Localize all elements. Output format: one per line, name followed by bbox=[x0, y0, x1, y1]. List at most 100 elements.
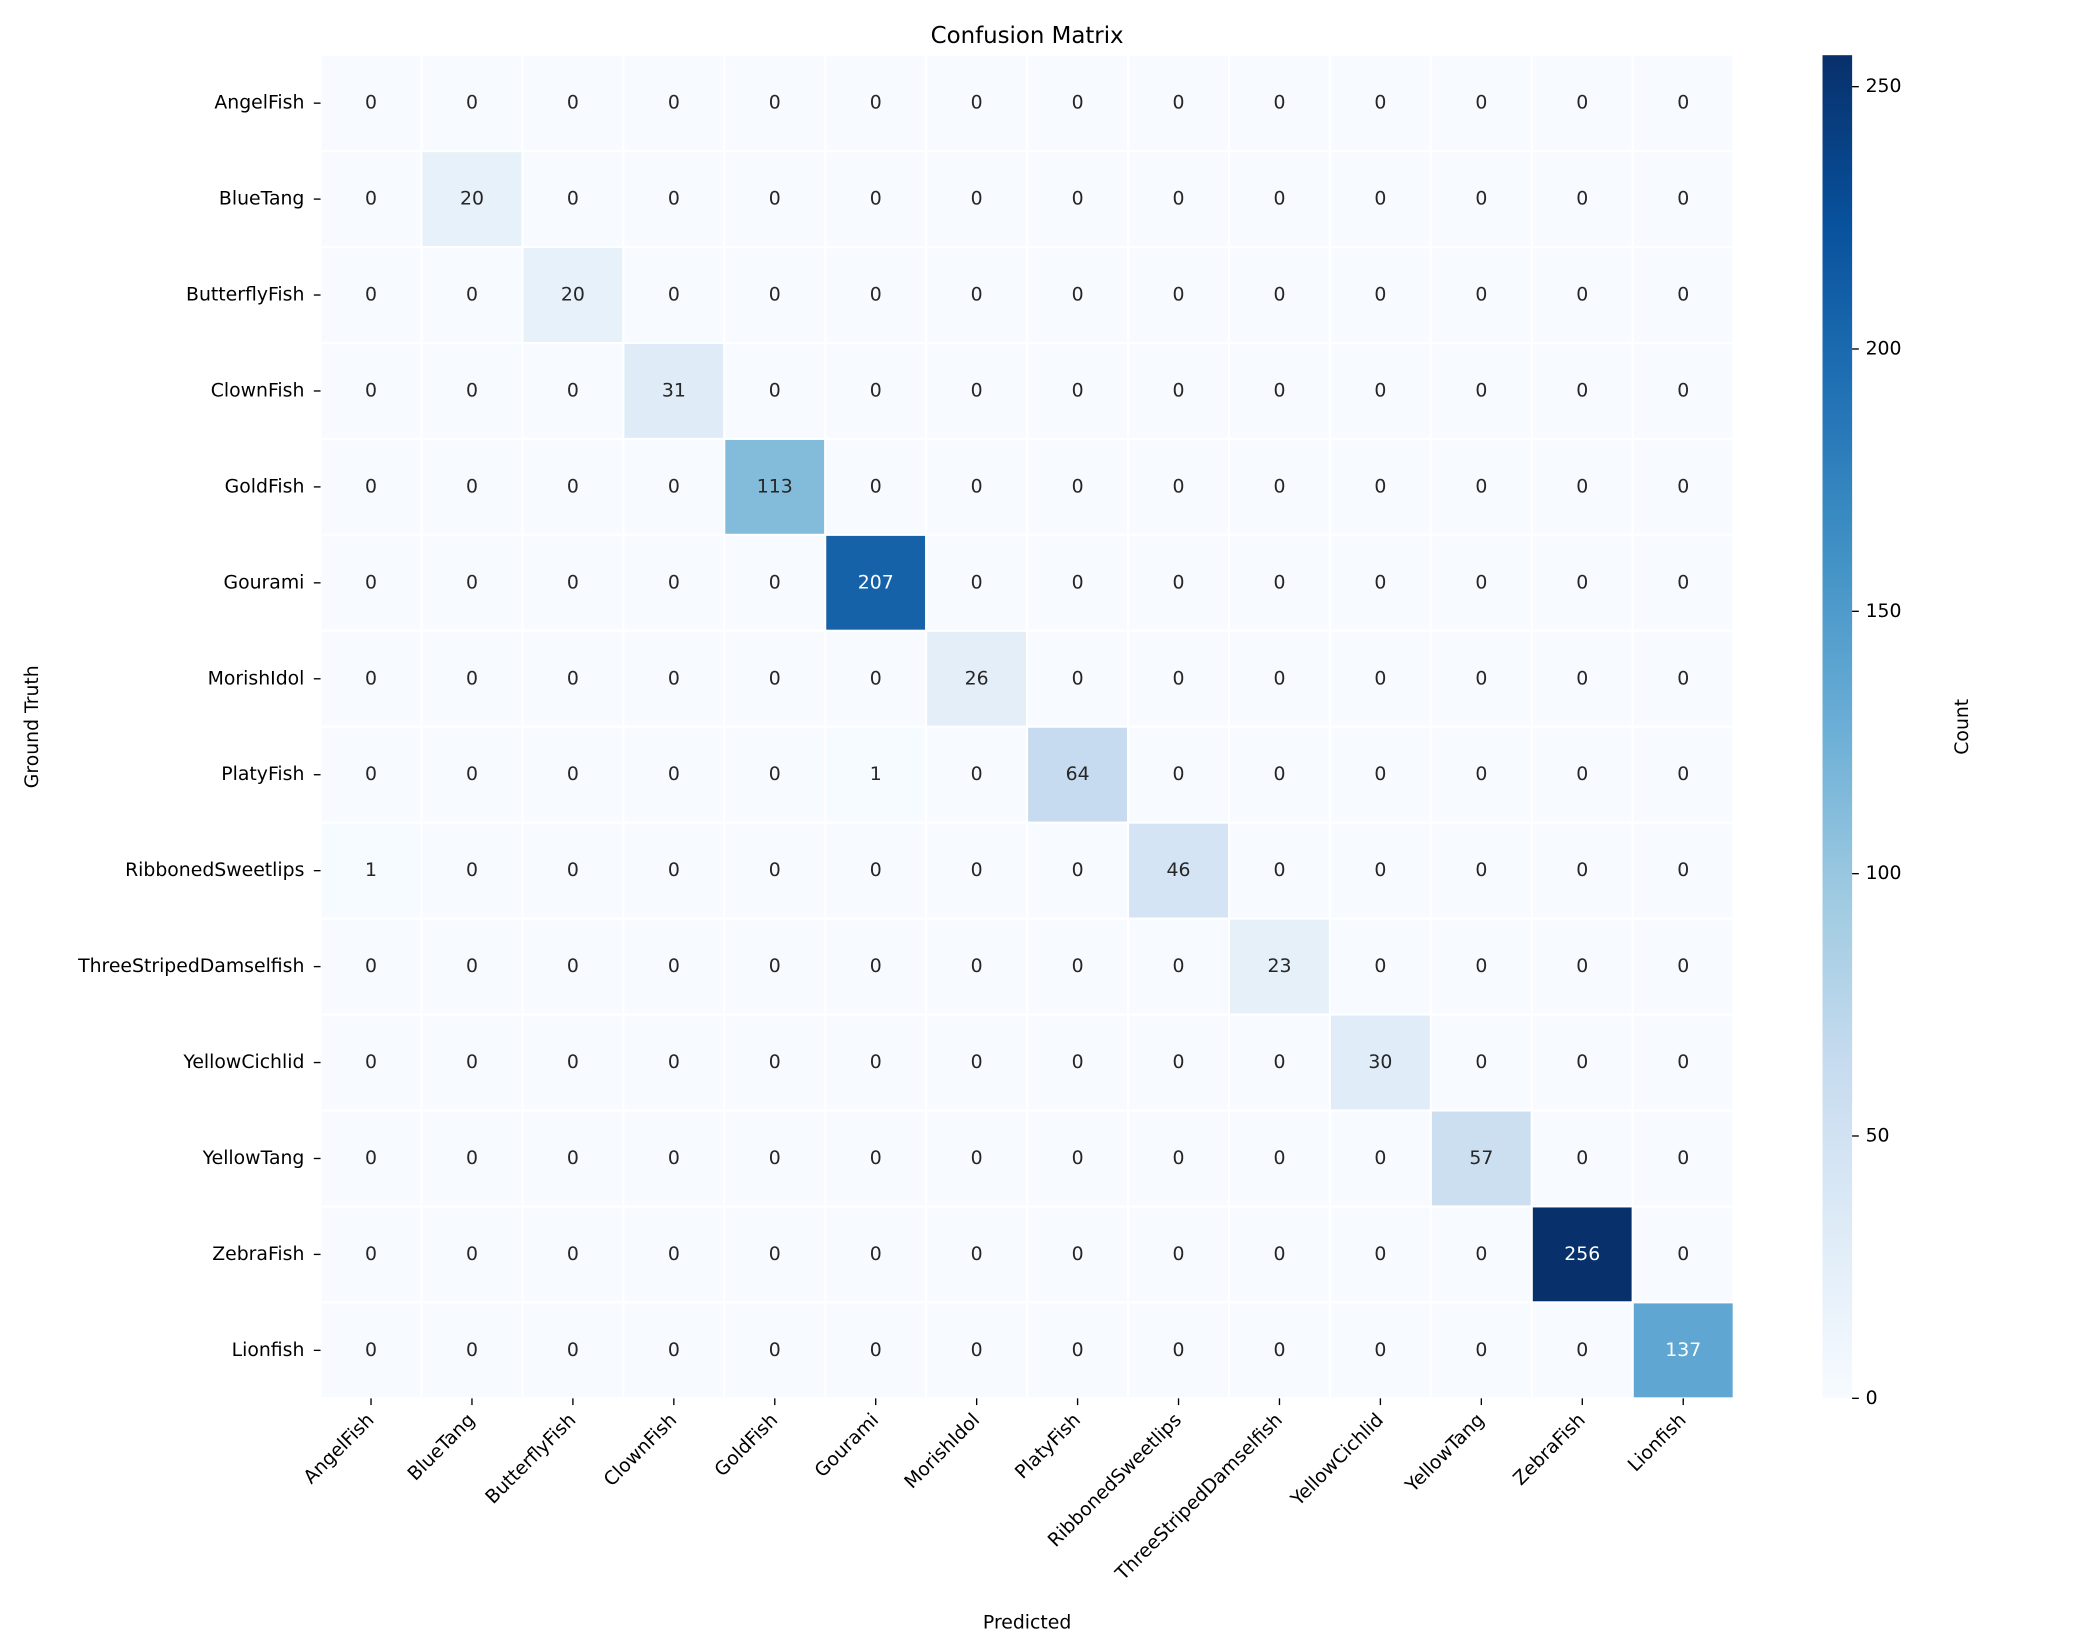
heatmap-cell bbox=[1127, 725, 1231, 824]
cell-label: 0 bbox=[971, 380, 983, 401]
cell-label: 0 bbox=[567, 476, 579, 497]
heatmap-cell bbox=[1631, 629, 1735, 728]
cell-label: 0 bbox=[466, 1148, 478, 1169]
cell-label: 0 bbox=[971, 189, 983, 210]
x-tick-label: PlatyFish bbox=[1011, 1410, 1085, 1484]
heatmap-cell bbox=[1127, 1301, 1231, 1400]
heatmap-cell bbox=[319, 1109, 423, 1208]
heatmap-cell bbox=[1631, 437, 1735, 536]
cell-label: 0 bbox=[1173, 189, 1185, 210]
cell-label: 0 bbox=[466, 380, 478, 401]
heatmap-cell bbox=[319, 246, 423, 345]
heatmap-cell bbox=[622, 629, 726, 728]
heatmap-cell bbox=[622, 725, 726, 824]
cell-label: 0 bbox=[1475, 93, 1487, 114]
heatmap-cell bbox=[723, 629, 827, 728]
heatmap-cell bbox=[1328, 1013, 1432, 1112]
heatmap-cell bbox=[1631, 54, 1735, 153]
cell-label: 0 bbox=[1273, 1244, 1285, 1265]
cell-label: 0 bbox=[1072, 572, 1084, 593]
cell-label: 0 bbox=[870, 1148, 882, 1169]
y-tick-label: MorishIdol bbox=[208, 668, 305, 689]
heatmap-cell bbox=[319, 917, 423, 1016]
heatmap-cell bbox=[1328, 437, 1432, 536]
heatmap-cell bbox=[1429, 246, 1533, 345]
heatmap-cell bbox=[1026, 54, 1130, 153]
cell-label: 0 bbox=[1173, 380, 1185, 401]
heatmap-cell bbox=[1328, 533, 1432, 632]
heatmap-cell bbox=[1530, 917, 1634, 1016]
heatmap-cell bbox=[521, 533, 625, 632]
cell-label: 0 bbox=[1677, 956, 1689, 977]
heatmap-cell bbox=[723, 725, 827, 824]
heatmap-cell bbox=[824, 917, 928, 1016]
heatmap-cell bbox=[1026, 1013, 1130, 1112]
heatmap-cell bbox=[925, 725, 1029, 824]
heatmap-cell bbox=[1127, 821, 1231, 920]
heatmap-cell bbox=[1127, 1205, 1231, 1304]
cell-label: 0 bbox=[466, 572, 478, 593]
heatmap-cell bbox=[824, 150, 928, 249]
cell-label: 0 bbox=[668, 1340, 680, 1361]
heatmap-cell bbox=[1026, 437, 1130, 536]
cell-label: 0 bbox=[1576, 764, 1588, 785]
x-tick-label: ZebraFish bbox=[1510, 1410, 1590, 1490]
heatmap-cell bbox=[1429, 1109, 1533, 1208]
x-tick-label: ThreeStripedDamselfish bbox=[1111, 1410, 1287, 1586]
cell-label: 0 bbox=[1273, 1052, 1285, 1073]
heatmap-cell bbox=[1429, 54, 1533, 153]
cell-label: 0 bbox=[668, 572, 680, 593]
cell-label: 0 bbox=[567, 189, 579, 210]
cell-label: 0 bbox=[769, 380, 781, 401]
heatmap-cell bbox=[1328, 246, 1432, 345]
cell-label: 0 bbox=[1576, 93, 1588, 114]
cell-label: 0 bbox=[769, 1340, 781, 1361]
cell-label: 0 bbox=[1576, 476, 1588, 497]
heatmap-cell bbox=[521, 917, 625, 1016]
cell-label: 0 bbox=[971, 1052, 983, 1073]
heatmap-cell bbox=[420, 725, 524, 824]
x-tick-label: BlueTang bbox=[404, 1410, 479, 1485]
cell-label: 0 bbox=[1475, 764, 1487, 785]
heatmap-cell bbox=[1328, 821, 1432, 920]
cell-label: 20 bbox=[460, 189, 484, 210]
cell-label: 0 bbox=[1576, 1340, 1588, 1361]
cell-label: 0 bbox=[668, 189, 680, 210]
heatmap-cell bbox=[420, 533, 524, 632]
cell-label: 0 bbox=[1072, 93, 1084, 114]
cell-label: 137 bbox=[1665, 1340, 1701, 1361]
cell-label: 0 bbox=[870, 668, 882, 689]
cell-label: 0 bbox=[567, 380, 579, 401]
heatmap-cell bbox=[723, 1301, 827, 1400]
cell-label: 0 bbox=[466, 93, 478, 114]
cell-label: 0 bbox=[1173, 1340, 1185, 1361]
cell-label: 0 bbox=[567, 860, 579, 881]
cell-label: 0 bbox=[1374, 764, 1386, 785]
cell-label: 46 bbox=[1167, 860, 1191, 881]
cell-label: 0 bbox=[1677, 860, 1689, 881]
cell-label: 207 bbox=[858, 572, 894, 593]
heatmap-cell bbox=[925, 1013, 1029, 1112]
cell-label: 0 bbox=[1273, 1148, 1285, 1169]
heatmap-cell bbox=[723, 1013, 827, 1112]
cell-label: 0 bbox=[1173, 476, 1185, 497]
cell-label: 0 bbox=[365, 1244, 377, 1265]
heatmap-cell bbox=[622, 821, 726, 920]
heatmap-cell bbox=[1530, 437, 1634, 536]
y-tick-label: Lionfish bbox=[232, 1340, 305, 1361]
y-tick-label: ButterflyFish bbox=[186, 285, 304, 306]
cell-label: 0 bbox=[365, 1148, 377, 1169]
heatmap-cell bbox=[723, 1205, 827, 1304]
cell-label: 0 bbox=[466, 956, 478, 977]
cell-label: 0 bbox=[870, 189, 882, 210]
cell-label: 0 bbox=[1475, 956, 1487, 977]
cell-label: 0 bbox=[1173, 764, 1185, 785]
heatmap-cell bbox=[723, 437, 827, 536]
colorbar-tick-label: 50 bbox=[1866, 1125, 1890, 1146]
heatmap-cell bbox=[420, 1109, 524, 1208]
heatmap-cell bbox=[1026, 917, 1130, 1016]
heatmap-cell bbox=[1631, 1301, 1735, 1400]
cell-label: 0 bbox=[1072, 285, 1084, 306]
heatmap-cell bbox=[1631, 1013, 1735, 1112]
